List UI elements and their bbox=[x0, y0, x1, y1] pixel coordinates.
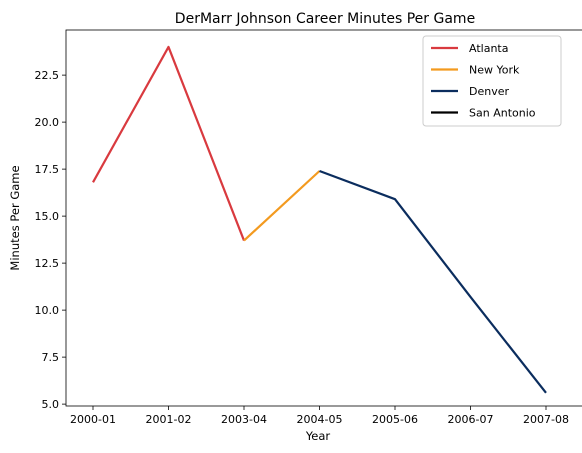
y-axis-label: Minutes Per Game bbox=[8, 165, 22, 270]
legend-label: Denver bbox=[469, 85, 509, 98]
y-tick-label: 5.0 bbox=[42, 398, 60, 411]
legend-label: Atlanta bbox=[469, 42, 508, 55]
series-line-denver bbox=[319, 169, 547, 394]
series-line-atlanta bbox=[92, 45, 246, 241]
legend: Atlanta New York Denver San Antonio bbox=[422, 35, 562, 127]
chart-title: DerMarr Johnson Career Minutes Per Game bbox=[175, 11, 475, 27]
series-line-new-york bbox=[243, 170, 321, 242]
series-layer bbox=[92, 45, 547, 394]
y-tick-label: 10.0 bbox=[35, 304, 60, 317]
y-tick-label: 22.5 bbox=[35, 69, 60, 82]
x-tick-label: 2004-05 bbox=[297, 413, 343, 426]
x-axis: 2000-01 2001-02 2003-04 2004-05 2005-06 2006-… bbox=[70, 406, 569, 426]
y-tick-label: 15.0 bbox=[35, 210, 60, 223]
x-tick-label: 2007-08 bbox=[523, 413, 569, 426]
y-tick-label: 7.5 bbox=[42, 351, 60, 364]
x-tick-label: 2005-06 bbox=[372, 413, 418, 426]
x-tick-label: 2000-01 bbox=[70, 413, 116, 426]
y-tick-label: 20.0 bbox=[35, 116, 60, 129]
legend-box bbox=[422, 35, 562, 127]
legend-label: New York bbox=[469, 64, 520, 77]
plot-area bbox=[65, 29, 582, 407]
y-axis: 5.0 7.5 10.0 12.5 15.0 17.5 20.0 22.5 bbox=[35, 69, 66, 411]
x-axis-label: Year bbox=[305, 429, 331, 443]
x-tick-label: 2006-07 bbox=[448, 413, 494, 426]
y-tick-label: 12.5 bbox=[35, 257, 60, 270]
legend-label: San Antonio bbox=[469, 107, 536, 120]
y-tick-label: 17.5 bbox=[35, 163, 60, 176]
x-tick-label: 2003-04 bbox=[221, 413, 267, 426]
x-tick-label: 2001-02 bbox=[146, 413, 192, 426]
